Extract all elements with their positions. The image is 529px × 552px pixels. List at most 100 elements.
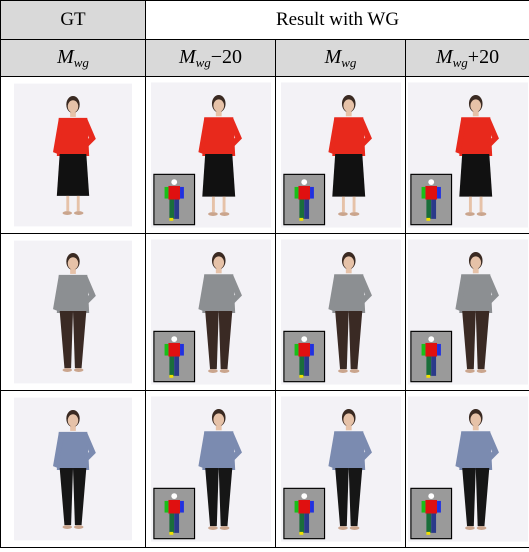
shape [341,196,345,213]
shape [334,468,349,527]
shape [464,526,475,530]
shape [211,196,215,213]
shape [73,311,87,369]
shape [476,526,486,530]
shape [309,343,314,356]
image-cell [275,233,406,391]
shape [70,269,76,274]
shape [168,531,173,535]
photo [407,239,528,385]
shape [468,196,472,213]
shape [469,99,481,112]
image-cell [0,233,146,391]
shape [430,513,436,533]
subheader-row: Mwg Mwg−20 Mwg Mwg+20 [0,39,529,77]
shape [300,336,307,342]
shape [454,432,466,469]
subheader-cell: Mwg [275,39,406,77]
photo [407,82,528,228]
shape [164,186,168,199]
shape [164,500,168,513]
shape [458,154,492,197]
photo [14,397,132,541]
shape [424,342,437,357]
shape [358,118,372,149]
shape [70,112,76,117]
shape [424,185,437,200]
shape [464,369,475,373]
subheader-cell: Mwg+20 [404,39,529,77]
shape [472,111,479,117]
subscript: wg [73,54,89,70]
shape [218,468,232,527]
shape [337,369,348,373]
shape [219,526,229,530]
shape [56,117,90,156]
shape [469,413,481,426]
shape [349,526,359,530]
photo [280,396,401,542]
shape [436,500,441,513]
shape [485,118,499,149]
shape [458,431,492,470]
shape [222,196,226,213]
shape [297,499,310,514]
shape [73,468,87,526]
photo [150,82,271,228]
shape [207,212,218,216]
shape [62,525,73,529]
header-row: GT Result with WG [0,0,529,40]
symbol: M [57,45,74,68]
image-cell [275,390,406,548]
shape [425,199,431,219]
shape [425,374,430,378]
shape [170,336,177,342]
shape [458,117,492,156]
shape [349,212,359,216]
shape [168,217,173,221]
shape [298,217,303,221]
symbol: M [324,45,342,68]
shape [436,343,441,356]
shape [168,374,173,378]
header-cell: Result with WG [144,0,529,40]
shape [485,275,499,306]
shape [219,212,229,216]
shape [327,118,339,155]
shape [358,275,372,306]
shape [215,111,222,117]
shape [345,268,352,274]
shape [294,186,298,199]
shape [173,356,179,376]
shape [472,268,479,274]
shape [173,199,179,219]
shape [425,217,430,221]
shape [331,154,365,197]
photo [14,240,132,384]
shape [334,311,349,370]
image-row [0,76,529,234]
shape [424,499,437,514]
shape [197,118,209,155]
shape [212,256,224,269]
shape [331,274,365,313]
shape [56,431,90,470]
shape [464,212,475,216]
shape [427,493,434,499]
shape [83,432,96,463]
shape [215,425,222,431]
shape [309,186,314,199]
shape [454,275,466,312]
shape [342,256,354,269]
photo [280,82,401,228]
photo [150,239,271,385]
header-cell: GT [0,0,146,40]
shape [164,343,168,356]
shape [436,186,441,199]
shape [179,343,184,356]
shape [218,311,232,370]
shape [458,274,492,313]
shape [167,185,180,200]
